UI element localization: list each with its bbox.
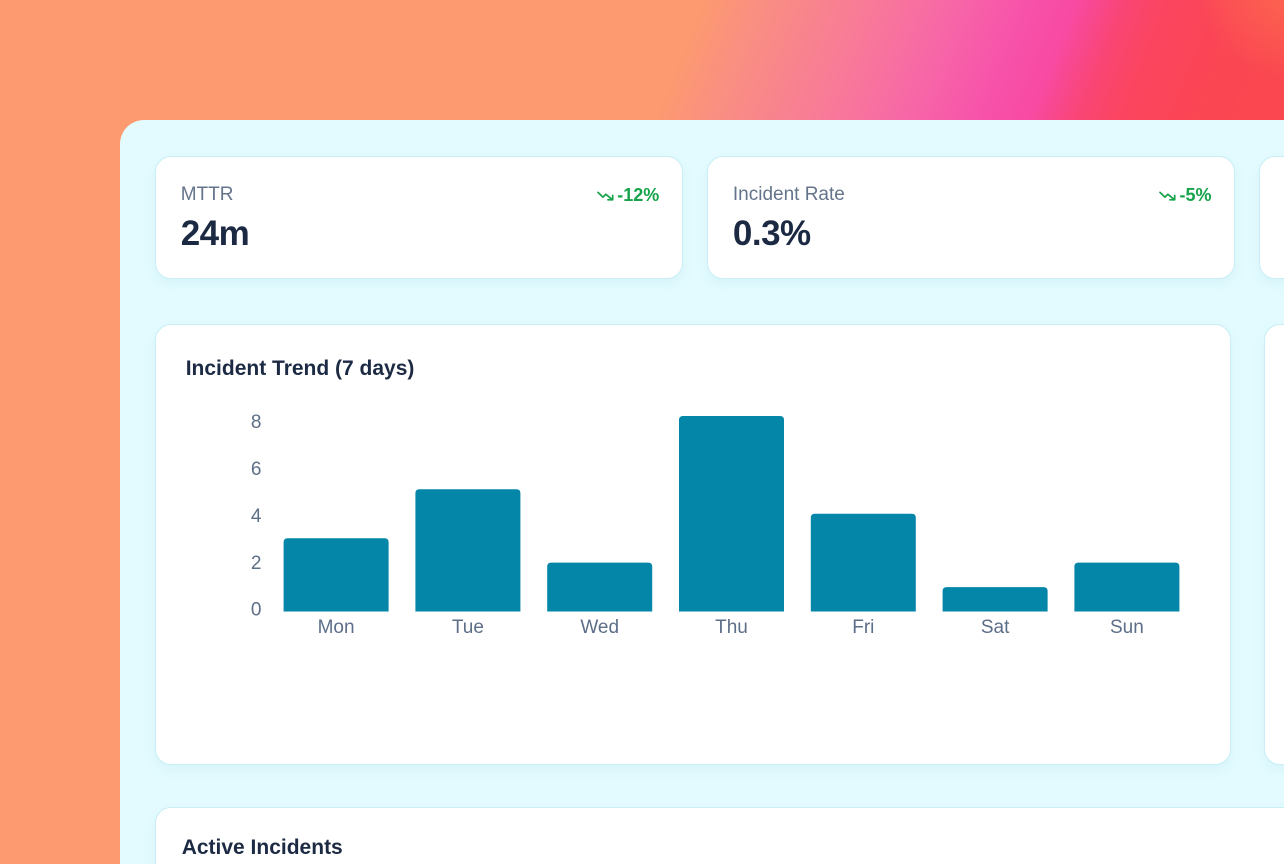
svg-text:8: 8 xyxy=(251,412,262,433)
svg-text:4: 4 xyxy=(251,506,262,527)
svg-text:Mon: Mon xyxy=(317,617,354,638)
svg-text:Sun: Sun xyxy=(1110,617,1144,638)
svg-text:Wed: Wed xyxy=(580,617,619,638)
svg-text:Tue: Tue xyxy=(452,617,484,638)
svg-text:Fri: Fri xyxy=(852,617,874,638)
svg-text:6: 6 xyxy=(251,459,262,480)
svg-text:0: 0 xyxy=(251,600,262,621)
svg-text:2: 2 xyxy=(251,553,262,574)
svg-text:Sat: Sat xyxy=(981,617,1010,638)
svg-text:Thu: Thu xyxy=(715,617,748,638)
